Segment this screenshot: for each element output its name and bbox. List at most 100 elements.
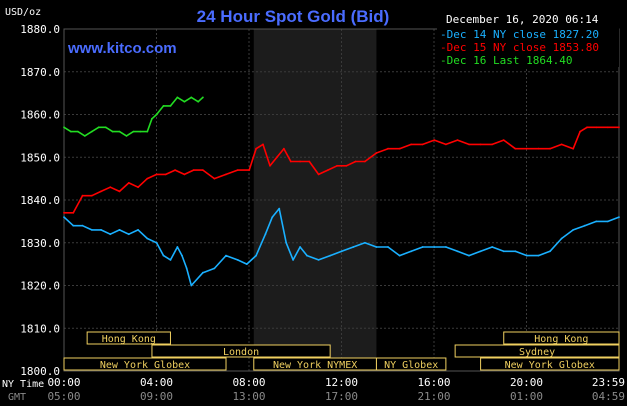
series-2-point	[445, 143, 447, 146]
session-box	[151, 344, 331, 358]
x-axis-label-gmt: GMT	[8, 392, 26, 403]
series-1-point	[398, 254, 401, 257]
series-3-point	[202, 96, 204, 99]
series-1-point	[526, 254, 528, 257]
series-2-point	[174, 169, 177, 172]
series-2-point	[410, 143, 413, 146]
series-1-point	[109, 233, 112, 236]
series-2-point	[100, 190, 102, 193]
series-2-point	[81, 194, 84, 197]
series-1-point	[63, 216, 65, 219]
x-tick-label: 23:59	[592, 376, 625, 389]
legend-entry: -Dec 16 Last 1864.40	[440, 54, 572, 67]
x-tick-label: 16:00	[417, 376, 450, 389]
series-1-point	[100, 229, 102, 231]
y-tick-label: 1800.0	[20, 365, 60, 378]
series-2-point	[502, 139, 505, 142]
series-2-point	[526, 147, 528, 150]
series-3-point	[197, 100, 200, 103]
series-1-point	[90, 229, 93, 231]
series-3-point	[83, 135, 86, 137]
series-2-point	[607, 126, 609, 129]
series-3-point	[70, 130, 72, 133]
series-1-point	[491, 246, 494, 248]
series-1-point	[410, 250, 413, 253]
series-2-point	[514, 147, 517, 150]
session-label: NY Globex	[384, 360, 438, 371]
series-2-point	[155, 173, 158, 176]
series-3-point	[183, 100, 186, 103]
series-3-point	[155, 113, 158, 116]
session-bar: New York Globex	[63, 357, 227, 371]
session-bars-layer: Hong Kong London New York NYMEX New York Gl…	[63, 331, 620, 371]
series-1-point	[595, 220, 598, 223]
legend-entry: -Dec 14 NY close 1827.20	[440, 28, 599, 41]
series-2-point	[137, 186, 140, 189]
session-box	[375, 357, 447, 371]
series-3-point	[111, 130, 114, 133]
session-box	[63, 357, 227, 371]
series-1-point	[271, 216, 274, 219]
series-1-point	[264, 233, 267, 236]
series-1-point	[364, 241, 366, 244]
series-2-point	[236, 169, 239, 172]
series-2-point	[572, 147, 575, 150]
series-2-point	[146, 177, 149, 180]
series-2-point	[595, 126, 598, 129]
series-1-point	[537, 254, 540, 257]
series-1-point	[468, 254, 470, 257]
series-3-point	[169, 105, 172, 107]
series-1-point	[572, 229, 575, 231]
session-bar: Hong Kong	[503, 331, 620, 345]
series-1-point	[456, 250, 459, 253]
series-2-point	[549, 147, 551, 150]
series-1-point	[245, 263, 248, 265]
date-stamp: December 16, 2020 06:14	[446, 13, 599, 26]
series-1-point	[502, 250, 505, 253]
series-3-point	[190, 96, 193, 99]
series-1-point	[514, 250, 517, 253]
session-label: New York Globex	[100, 360, 190, 371]
series-2-point	[202, 169, 204, 172]
session-box	[454, 344, 620, 358]
y-tick-label: 1880.0	[20, 23, 60, 36]
series-1-point	[285, 241, 288, 244]
series-3-point	[176, 96, 179, 99]
y-tick-label: 1850.0	[20, 151, 60, 164]
series-2-point	[118, 190, 121, 193]
series-1-point	[176, 246, 179, 248]
series-2-point	[433, 139, 436, 142]
y-tick-label: 1840.0	[20, 194, 60, 207]
website-label: www.kitco.com	[67, 40, 177, 57]
series-2-point	[72, 211, 75, 214]
series-2-point	[537, 147, 540, 150]
gmt-tick-label: 01:00	[510, 390, 543, 403]
series-1-point	[169, 259, 172, 261]
series-2-point	[192, 169, 195, 172]
session-label: London	[223, 347, 259, 358]
series-line-3	[63, 96, 204, 137]
series-1-point	[387, 246, 389, 248]
series-3-point	[104, 126, 107, 129]
series-1-point	[375, 246, 378, 248]
series-1-point	[607, 220, 609, 223]
series-3-point	[90, 130, 93, 133]
session-bar: New York NYMEX	[253, 357, 377, 371]
x-tick-label: 04:00	[140, 376, 173, 389]
series-2-point	[276, 156, 278, 159]
series-1-point	[146, 237, 149, 240]
series-3-point	[118, 130, 121, 133]
y-tick-label: 1870.0	[20, 66, 60, 79]
session-box	[86, 331, 171, 345]
series-1-point	[560, 237, 563, 240]
series-2-point	[345, 164, 348, 167]
series-2-point	[579, 130, 581, 133]
series-1-point	[445, 246, 447, 248]
series-1-point	[433, 246, 436, 248]
x-tick-label: 12:00	[325, 376, 358, 389]
series-1-point	[278, 207, 281, 210]
session-box	[503, 331, 620, 345]
series-3-point	[151, 117, 153, 120]
x-tick-label: 00:00	[47, 376, 80, 389]
